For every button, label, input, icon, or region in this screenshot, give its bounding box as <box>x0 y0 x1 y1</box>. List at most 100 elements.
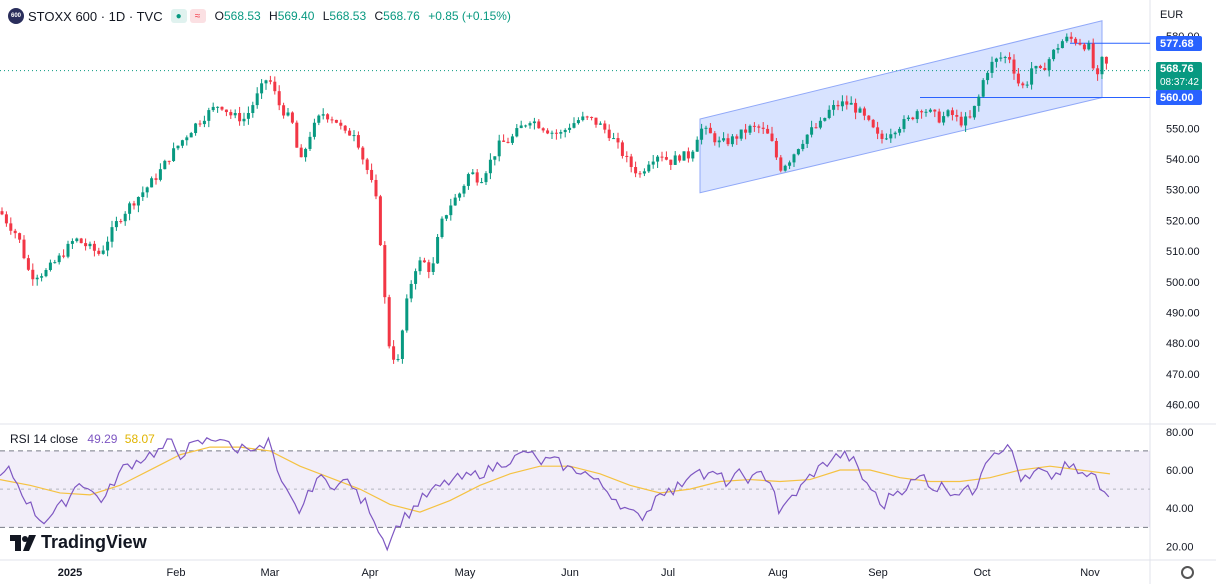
candle-body <box>273 81 277 92</box>
rsi-value: 49.29 <box>87 432 118 446</box>
candle-body <box>62 255 66 257</box>
candle-body <box>194 123 198 134</box>
candle-body <box>268 80 272 82</box>
currency-button[interactable]: EUR <box>1160 9 1184 21</box>
candle-body <box>559 132 563 134</box>
candle-body <box>326 114 330 120</box>
candle-body <box>392 346 396 360</box>
candle-body <box>598 123 602 125</box>
upper-level-tag: 577.68 <box>1156 36 1202 51</box>
candle-body <box>651 161 655 165</box>
candle-body <box>823 117 827 121</box>
candle-body <box>726 138 730 145</box>
compare-icon[interactable]: ≈ <box>189 9 206 23</box>
candle-body <box>290 112 294 123</box>
candle-body <box>224 109 228 113</box>
rsi-tick-label: 40.00 <box>1166 503 1194 515</box>
candle-body <box>1091 43 1095 69</box>
candle-body <box>158 169 162 180</box>
candle-body <box>110 227 114 242</box>
candle-body <box>607 129 611 139</box>
candle-body <box>396 358 400 360</box>
candle-body <box>704 127 708 129</box>
candle-body <box>581 116 585 121</box>
candle-body <box>664 157 668 160</box>
symbol-title[interactable]: STOXX 600 · 1D · TVC <box>28 8 163 24</box>
rsi-legend[interactable]: RSI 14 close 49.29 58.07 <box>10 432 155 446</box>
candle-body <box>594 117 598 125</box>
candle-body <box>796 149 800 155</box>
candle-body <box>480 182 484 184</box>
candle-body <box>515 128 519 137</box>
candle-body <box>506 141 510 143</box>
candle-body <box>783 165 787 171</box>
candle-body <box>528 123 532 126</box>
candle-body <box>79 238 83 244</box>
indicator-visibility-icon[interactable]: ● <box>170 9 187 23</box>
candle-body <box>242 118 246 122</box>
candle-body <box>1043 68 1047 71</box>
candle-body <box>550 132 554 134</box>
candle-body <box>955 115 959 117</box>
time-tick-label: May <box>455 567 476 579</box>
candle-body <box>123 213 127 222</box>
candle-body <box>1104 56 1108 64</box>
time-tick-label: Jun <box>561 567 579 579</box>
candle-body <box>708 127 712 134</box>
candle-body <box>462 185 466 194</box>
candle-body <box>774 140 778 158</box>
candle-body <box>871 119 875 128</box>
candle-body <box>959 116 963 126</box>
tradingview-logo[interactable]: TradingView <box>10 532 147 553</box>
candle-body <box>686 151 690 159</box>
candle-body <box>902 119 906 129</box>
candle-body <box>625 155 629 157</box>
candle-body <box>57 255 61 263</box>
candle-body <box>409 283 413 299</box>
candle-body <box>238 112 242 122</box>
candle-body <box>114 221 118 228</box>
candle-body <box>832 104 836 110</box>
candle-body <box>321 114 325 116</box>
candle-body <box>330 119 334 121</box>
candle-body <box>660 156 664 158</box>
price-tick-label: 500.00 <box>1166 277 1200 289</box>
candle-body <box>590 116 594 118</box>
price-tick-label: 470.00 <box>1166 369 1200 381</box>
candle-body <box>66 243 70 257</box>
candle-body <box>497 140 501 157</box>
candle-body <box>295 122 299 148</box>
candle-body <box>937 111 941 123</box>
rsi-line <box>0 436 1110 552</box>
candle-body <box>722 138 726 141</box>
candle-body <box>88 243 92 247</box>
candle-body <box>251 105 255 114</box>
candle-body <box>163 160 167 170</box>
price-tick-label: 460.00 <box>1166 400 1200 412</box>
candle-body <box>286 112 290 116</box>
time-tick-label: Oct <box>973 567 990 579</box>
candle-body <box>418 260 422 272</box>
candle-body <box>695 139 699 152</box>
candle-body <box>352 135 356 137</box>
candle-body <box>788 162 792 166</box>
candle-body <box>915 111 919 120</box>
candle-body <box>546 130 550 134</box>
candle-body <box>524 125 528 127</box>
candle-body <box>779 157 783 171</box>
settings-gear-icon[interactable] <box>1181 566 1194 579</box>
candle-body <box>1038 65 1042 69</box>
candle-body <box>277 91 281 106</box>
time-tick-label: Feb <box>167 567 186 579</box>
candle-body <box>387 297 391 347</box>
candle-body <box>4 214 8 224</box>
candle-body <box>1021 83 1025 86</box>
candle-body <box>735 136 739 139</box>
candle-body <box>1078 43 1082 45</box>
candle-body <box>928 109 932 112</box>
candle-body <box>792 154 796 163</box>
candle-body <box>299 147 303 158</box>
candle-body <box>304 148 308 158</box>
candle-body <box>0 211 4 215</box>
